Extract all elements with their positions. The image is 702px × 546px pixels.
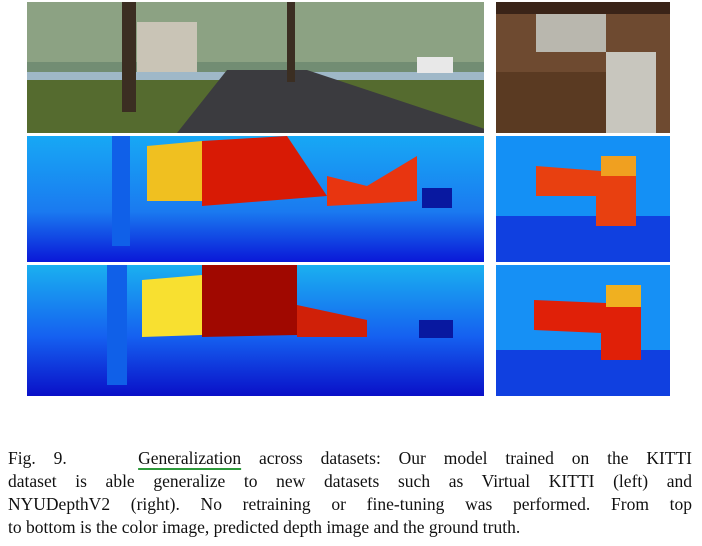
nyu-predicted-depth bbox=[496, 136, 670, 262]
caption-text: across datasets: Our model trained on th… bbox=[258, 448, 693, 468]
nyu-color-image bbox=[496, 2, 670, 133]
caption-line: NYUDepthV2 (right). No retraining or fin… bbox=[8, 494, 692, 514]
caption-line: to bottom is the color image, predicted … bbox=[8, 517, 521, 537]
kitti-ground-truth bbox=[27, 265, 484, 396]
kitti-color-image bbox=[27, 2, 484, 133]
caption-line: Fig. 9. Generalization across datasets: … bbox=[8, 447, 692, 470]
nyu-ground-truth bbox=[496, 265, 670, 396]
underlined-word: Generalization bbox=[138, 448, 242, 468]
figure-label: Fig. 9. bbox=[8, 448, 67, 468]
caption-line: dataset is able generalize to new datase… bbox=[8, 471, 692, 491]
kitti-predicted-depth bbox=[27, 136, 484, 262]
caption: Fig. 9. Generalization across datasets: … bbox=[8, 447, 692, 539]
